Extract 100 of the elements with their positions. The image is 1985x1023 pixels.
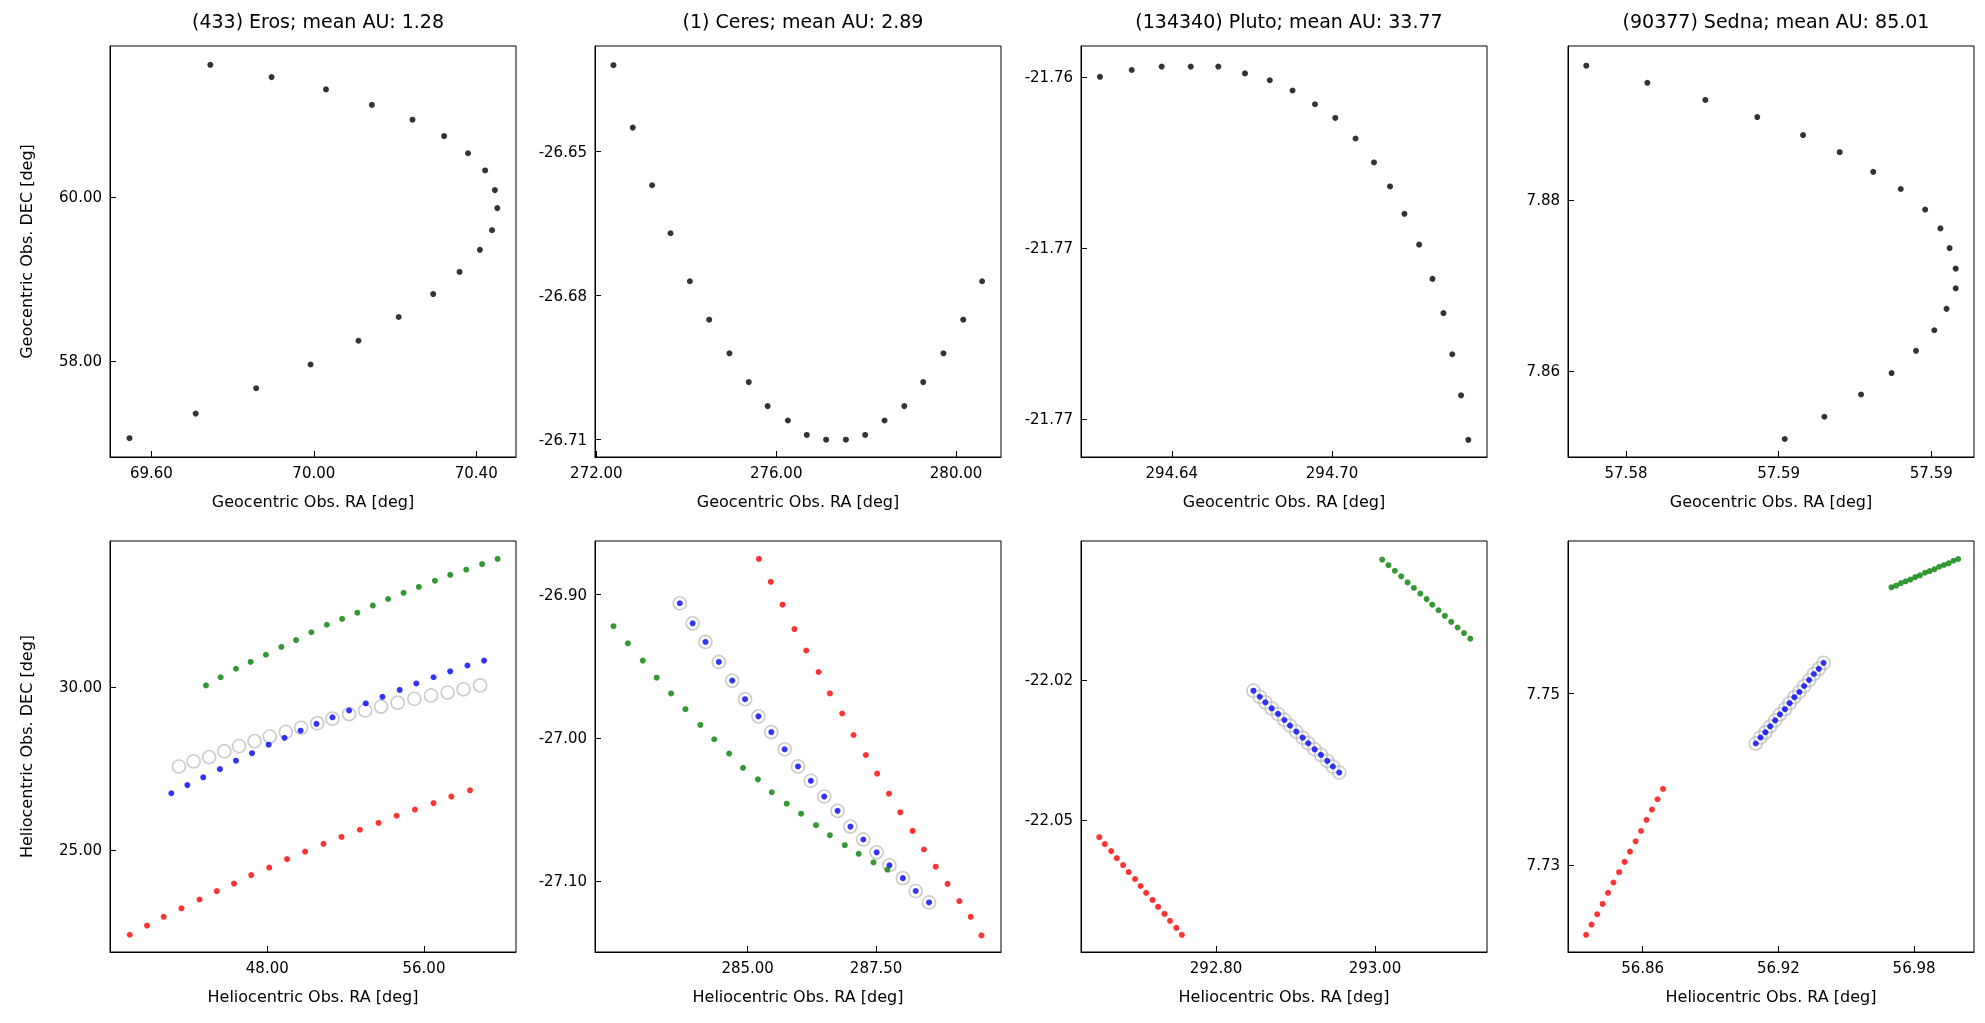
- point: [1417, 590, 1424, 597]
- point: [803, 773, 819, 789]
- point: [476, 246, 483, 253]
- point: [1945, 560, 1952, 567]
- point: [1454, 624, 1461, 631]
- point: [783, 800, 790, 807]
- point: [356, 826, 363, 833]
- point: [216, 766, 223, 773]
- point: [751, 709, 766, 724]
- point: [1816, 655, 1831, 671]
- point: [1379, 556, 1386, 563]
- point: [456, 682, 471, 697]
- y-tick-label: -26.90: [538, 585, 587, 604]
- point: [1295, 730, 1310, 745]
- point: [956, 898, 963, 905]
- point: [830, 803, 845, 819]
- point: [779, 601, 786, 608]
- point: [791, 626, 798, 633]
- y-tick-label: -22.05: [1024, 810, 1073, 829]
- point: [494, 555, 501, 562]
- point: [815, 668, 822, 675]
- y-tick-label: 60.00: [59, 188, 102, 207]
- point: [463, 566, 470, 573]
- point: [685, 616, 700, 631]
- point: [763, 724, 779, 740]
- chart-title: (433) Eros; mean AU: 1.28: [191, 9, 445, 32]
- point: [1702, 96, 1709, 103]
- point: [697, 721, 704, 728]
- point: [192, 410, 199, 417]
- point: [881, 417, 888, 424]
- point: [920, 379, 927, 386]
- point: [1801, 672, 1817, 688]
- point: [1429, 275, 1436, 282]
- x-tick-label: 293.00: [1348, 958, 1402, 977]
- point: [1758, 725, 1773, 740]
- point: [1594, 911, 1601, 918]
- point: [803, 647, 810, 654]
- x-tick-label: 276.00: [749, 463, 803, 482]
- point: [196, 896, 203, 903]
- point: [144, 922, 151, 929]
- point: [232, 665, 239, 672]
- x-axis-title: Heliocentric Obs. RA [deg]: [1178, 986, 1390, 1006]
- point: [1149, 896, 1156, 903]
- point: [1931, 566, 1938, 573]
- point: [479, 561, 486, 568]
- point: [339, 615, 346, 622]
- point: [841, 842, 848, 849]
- point: [1113, 855, 1120, 862]
- point: [247, 733, 262, 749]
- point: [268, 74, 275, 81]
- point: [884, 866, 891, 873]
- point: [1753, 730, 1768, 745]
- point: [1410, 584, 1417, 591]
- y-tick-label: -26.65: [538, 142, 587, 161]
- x-axis-title: Geocentric Obs. RA [deg]: [1669, 491, 1873, 511]
- point: [489, 227, 496, 234]
- point: [870, 859, 877, 866]
- point: [1325, 759, 1341, 774]
- point: [262, 651, 269, 658]
- point: [1632, 838, 1639, 845]
- point: [168, 790, 175, 797]
- point: [1796, 678, 1812, 694]
- y-tick-label: 58.00: [59, 352, 102, 371]
- x-axis-title: Heliocentric Obs. RA [deg]: [692, 986, 904, 1006]
- point: [1449, 351, 1456, 358]
- point: [447, 668, 454, 675]
- point: [839, 710, 846, 717]
- y-tick-label: -21.76: [1024, 67, 1073, 86]
- point: [1320, 753, 1335, 769]
- point: [447, 571, 454, 578]
- point: [307, 361, 314, 368]
- point: [1952, 265, 1959, 272]
- point: [1467, 635, 1474, 642]
- point: [1252, 689, 1268, 705]
- point: [1907, 576, 1914, 583]
- point: [1158, 63, 1165, 70]
- point: [1108, 848, 1115, 855]
- point: [1626, 848, 1633, 855]
- point: [932, 863, 939, 870]
- point: [1792, 684, 1807, 700]
- point: [745, 379, 752, 386]
- point: [1289, 724, 1304, 739]
- point: [1391, 567, 1398, 574]
- point: [1955, 556, 1962, 563]
- point: [920, 846, 927, 853]
- point: [1940, 562, 1947, 569]
- point: [1143, 889, 1150, 896]
- point: [355, 337, 362, 344]
- point: [784, 417, 791, 424]
- point: [944, 880, 951, 887]
- x-axis-title: Heliocentric Obs. RA [deg]: [207, 986, 419, 1006]
- point: [278, 724, 294, 740]
- point: [1952, 285, 1959, 292]
- point: [362, 700, 369, 707]
- point: [1404, 579, 1411, 586]
- point: [393, 812, 400, 819]
- y-tick-label: 7.88: [1526, 191, 1560, 210]
- point: [281, 734, 288, 741]
- point: [1187, 63, 1194, 70]
- point: [407, 691, 422, 707]
